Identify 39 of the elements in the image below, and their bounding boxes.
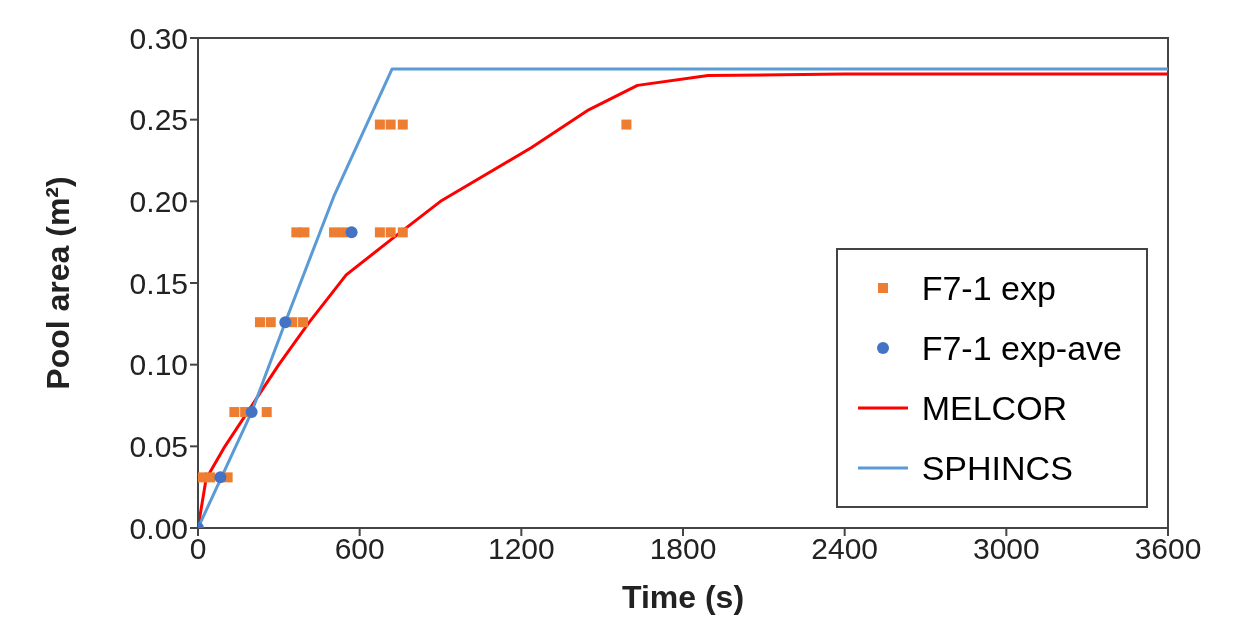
point: [345, 226, 358, 239]
point: [214, 471, 227, 484]
point: [397, 227, 408, 238]
x-axis-title: Time (s): [621, 579, 745, 615]
point: [261, 407, 272, 418]
point: [385, 227, 396, 238]
y-axis-title: Pool area (m²): [40, 176, 77, 390]
point: [385, 119, 396, 130]
point: [205, 472, 216, 483]
x-tick-label: 0: [189, 532, 207, 566]
point: [397, 119, 408, 130]
x-tick-label: 3600: [1134, 532, 1202, 566]
x-tick-label: 1800: [649, 532, 717, 566]
point: [265, 317, 276, 328]
legend-label: MELCOR: [921, 388, 1068, 428]
x-tick-label: 1200: [487, 532, 555, 566]
point: [299, 227, 310, 238]
y-tick-label: 0.05: [129, 429, 188, 463]
y-tick-label: 0.10: [129, 348, 188, 382]
y-tick-label: 0.20: [129, 184, 188, 218]
point: [329, 227, 340, 238]
point: [374, 227, 385, 238]
y-tick-label: 0.15: [129, 266, 188, 300]
x-tick-label: 600: [334, 532, 385, 566]
point: [621, 119, 632, 130]
legend-label: F7-1 exp-ave: [921, 328, 1122, 368]
point: [298, 317, 309, 328]
y-tick-label: 0.30: [129, 21, 188, 55]
point: [254, 317, 265, 328]
point: [229, 407, 240, 418]
point: [279, 316, 292, 329]
y-tick-label: 0.25: [129, 103, 188, 137]
x-tick-label: 2400: [811, 532, 879, 566]
y-tick-label: 0.00: [129, 511, 188, 545]
legend-label: F7-1 exp: [921, 268, 1056, 308]
point: [245, 406, 258, 419]
legend-label: SPHINCS: [921, 448, 1073, 488]
x-tick-label: 3000: [972, 532, 1040, 566]
point: [374, 119, 385, 130]
